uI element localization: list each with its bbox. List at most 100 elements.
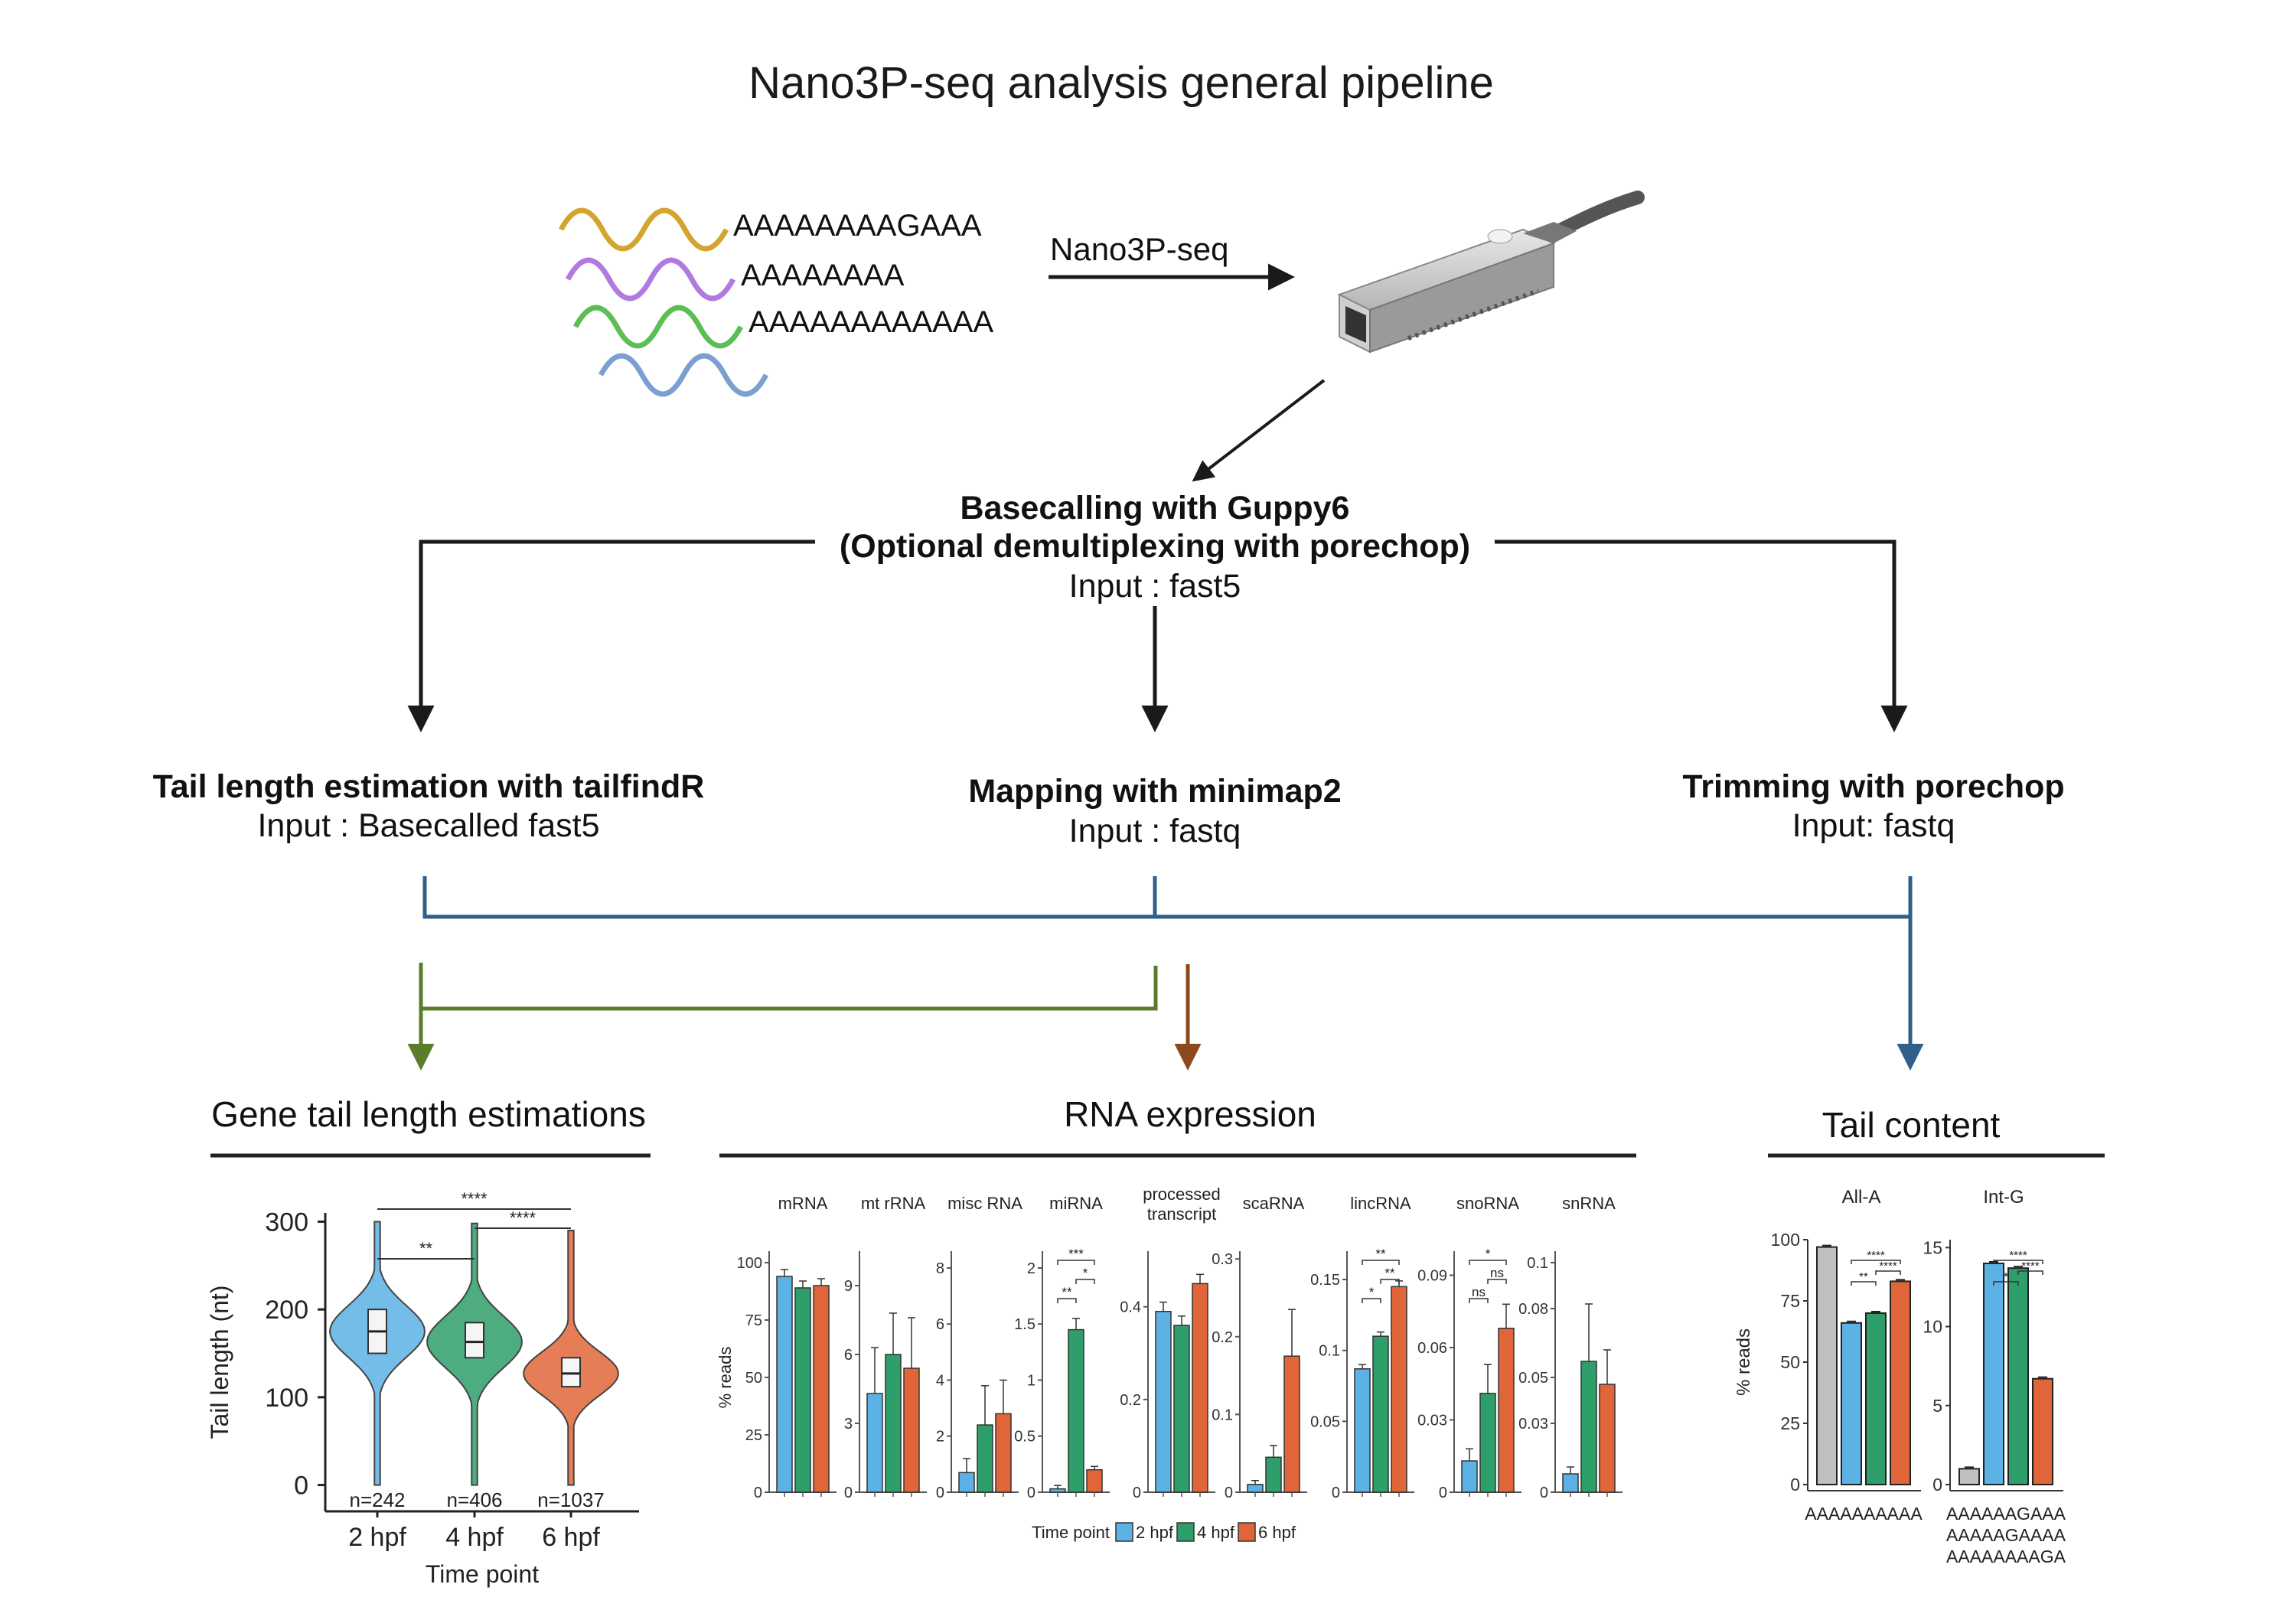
expr-y-tick-label: 0.2: [1120, 1392, 1141, 1409]
violin-y-tick-label: 0: [294, 1472, 308, 1501]
expr-sig-bracket: [1057, 1260, 1095, 1265]
violin-box: [465, 1322, 484, 1359]
content-y-tick-label: 25: [1780, 1413, 1800, 1433]
mapping-input: Input : fastq: [1069, 813, 1241, 849]
expr-bar: [776, 1276, 793, 1493]
tail-estimation-title: Tail length estimation with tailfindR: [153, 768, 705, 805]
expr-y-tick-label: 0.03: [1417, 1413, 1447, 1429]
content-x-label: AAAAAAAAGA: [1946, 1547, 2066, 1566]
expr-bar: [1049, 1488, 1066, 1493]
trimming-input: Input: fastq: [1792, 807, 1955, 844]
violin-sig-label: **: [419, 1239, 433, 1258]
expr-y-tick-label: 0.03: [1518, 1416, 1548, 1433]
expr-facet-title: scaRNA: [1243, 1194, 1305, 1213]
violin-count-label: n=242: [349, 1488, 405, 1511]
expr-y-tick-label: 0.3: [1212, 1251, 1233, 1268]
panel-title-rna-expression: RNA expression: [1064, 1094, 1316, 1134]
content-sig-bracket: [1993, 1260, 2043, 1264]
content-sig-label: ****: [1867, 1249, 1885, 1262]
violin-y-axis-label: Tail length (nt): [206, 1286, 233, 1439]
expr-bar: [1580, 1361, 1597, 1493]
content-y-tick-label: 15: [1923, 1237, 1942, 1257]
expr-y-tick-label: 0.1: [1319, 1343, 1340, 1360]
expr-y-tick-label: 9: [844, 1278, 853, 1295]
expr-x-axis-label: Time point: [1032, 1523, 1110, 1542]
expr-bar: [977, 1424, 993, 1493]
expr-legend-label: 4 hpf: [1197, 1523, 1235, 1542]
expr-sig-bracket: [1487, 1279, 1507, 1284]
expr-y-tick-label: 0: [844, 1485, 853, 1501]
expr-y-tick-label: 1.5: [1014, 1316, 1035, 1333]
content-facet-title: All-A: [1842, 1187, 1881, 1208]
violin-y-tick-label: 300: [265, 1208, 308, 1237]
content-sig-bracket: [1851, 1281, 1877, 1286]
mapping-title: Mapping with minimap2: [968, 773, 1341, 810]
expr-facet-title: misc RNA: [947, 1194, 1022, 1213]
read-wave-3: [572, 305, 744, 349]
expr-y-tick-label: 50: [745, 1370, 762, 1387]
expr-y-tick-label: 75: [745, 1312, 762, 1329]
expr-facet-title: mRNA: [778, 1194, 828, 1213]
expr-bar: [1265, 1456, 1282, 1493]
content-y-tick-label: 0: [1790, 1475, 1800, 1495]
arrow-to-basecalling: [1192, 379, 1326, 482]
tail-content-chart: % readsAll-A0255075100**********AAAAAAAA…: [1733, 1187, 2066, 1566]
basecalling-subtitle: (Optional demultiplexing with porechop): [840, 528, 1470, 565]
expr-bar: [866, 1393, 883, 1493]
expr-bar: [1086, 1468, 1103, 1493]
expr-sig-label: *: [1486, 1247, 1491, 1261]
content-bar: [1816, 1246, 1838, 1485]
panel-title-tail-content: Tail content: [1822, 1105, 2001, 1145]
expr-legend-label: 6 hpf: [1258, 1523, 1296, 1542]
expr-sig-bracket: [1075, 1279, 1095, 1284]
content-y-tick-label: 50: [1780, 1352, 1800, 1372]
expr-facet-title: mt rRNA: [861, 1194, 926, 1213]
expr-y-tick-label: 0.05: [1518, 1370, 1548, 1387]
expr-y-tick-label: 1: [1027, 1372, 1035, 1389]
expr-sig-label: ns: [1472, 1285, 1486, 1299]
content-sig-label: **: [1859, 1270, 1868, 1283]
violin-chart: 0 100 200 300 Tail length (nt) Time point n=24…: [206, 1189, 639, 1588]
diagram-title: Nano3P-seq analysis general pipeline: [748, 58, 1494, 108]
expr-bar: [1599, 1384, 1616, 1493]
expr-bar: [1372, 1335, 1389, 1493]
expr-sig-bracket: [1469, 1298, 1489, 1303]
expr-y-tick-label: 0: [1540, 1485, 1548, 1501]
trimming-title: Trimming with porechop: [1682, 768, 2064, 805]
content-sig-bracket: [1875, 1270, 1901, 1275]
expr-bar: [1068, 1328, 1084, 1493]
expr-bar: [885, 1354, 902, 1493]
expr-sig-label: **: [1375, 1247, 1386, 1261]
expr-bar: [958, 1472, 975, 1493]
expr-sig-label: *: [1369, 1285, 1375, 1299]
expr-bar: [903, 1367, 920, 1493]
expr-y-tick-label: 4: [936, 1372, 944, 1389]
content-y-tick-label: 100: [1771, 1230, 1800, 1250]
content-x-label: AAAAAAGAAA: [1946, 1504, 2066, 1524]
input-reads: AAAAAAAAGAAA AAAAAAAA AAAAAAAAAAAA: [558, 207, 993, 397]
expr-facet-title: processed: [1143, 1185, 1221, 1204]
arrow-to-tail-estimation: [407, 539, 815, 732]
arrow-to-trimming: [1495, 539, 1908, 732]
expr-bar: [1155, 1311, 1172, 1493]
expr-bar: [1391, 1286, 1407, 1493]
expr-bar: [1498, 1328, 1515, 1493]
expr-facet-title: lincRNA: [1350, 1194, 1411, 1213]
expr-y-tick-label: 0.09: [1417, 1268, 1447, 1285]
expr-y-tick-label: 2: [1027, 1260, 1035, 1277]
content-y-axis-label: % reads: [1733, 1328, 1754, 1396]
read-tail-3: AAAAAAAAAAAA: [748, 305, 993, 339]
content-sig-label: ****: [2009, 1249, 2027, 1262]
read-wave-2: [565, 257, 736, 302]
expr-bar: [1247, 1484, 1264, 1493]
expr-sig-bracket: [1362, 1298, 1381, 1303]
violin-count-label: n=1037: [537, 1488, 604, 1511]
expr-y-tick-label: 2: [936, 1429, 944, 1446]
read-tail-2: AAAAAAAA: [741, 259, 905, 292]
violin-sig-label: ****: [461, 1189, 488, 1208]
expr-y-tick-label: 0.05: [1310, 1413, 1340, 1430]
expr-y-tick-label: 0: [1332, 1485, 1340, 1501]
expr-y-tick-label: 25: [745, 1427, 762, 1444]
violin-sig-label: ****: [510, 1208, 536, 1227]
